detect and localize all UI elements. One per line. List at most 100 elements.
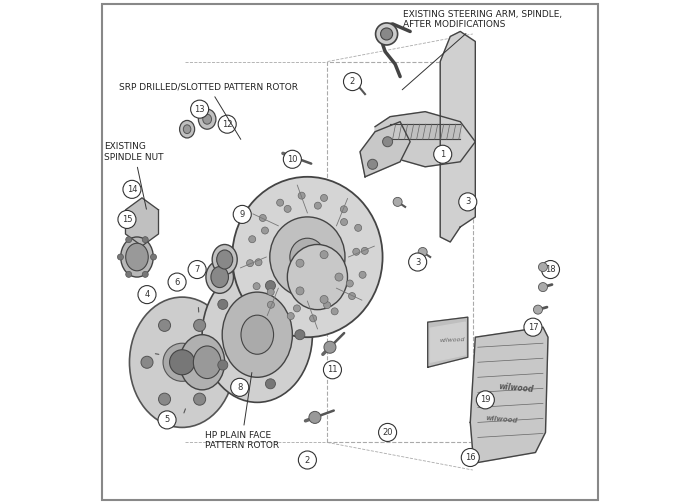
Circle shape: [381, 28, 393, 40]
Text: 5: 5: [164, 415, 169, 424]
Text: wilwood: wilwood: [498, 383, 534, 394]
Ellipse shape: [241, 315, 274, 354]
Text: 19: 19: [480, 395, 491, 404]
Text: 6: 6: [174, 278, 180, 287]
Circle shape: [158, 411, 176, 429]
Circle shape: [276, 199, 284, 206]
Circle shape: [379, 423, 397, 442]
Text: 2: 2: [350, 77, 355, 86]
Circle shape: [324, 341, 336, 353]
Text: wilwood: wilwood: [440, 337, 466, 343]
Ellipse shape: [212, 244, 237, 275]
Circle shape: [259, 215, 266, 221]
Circle shape: [262, 227, 269, 234]
Circle shape: [158, 320, 171, 332]
Text: 13: 13: [195, 105, 205, 113]
Text: 9: 9: [239, 210, 245, 219]
Circle shape: [309, 411, 321, 423]
Text: 17: 17: [528, 323, 538, 332]
Circle shape: [314, 202, 321, 209]
Text: 10: 10: [287, 155, 298, 164]
Circle shape: [335, 273, 343, 281]
Circle shape: [340, 219, 348, 225]
Ellipse shape: [211, 267, 228, 288]
Text: 12: 12: [222, 119, 232, 129]
Circle shape: [267, 301, 274, 308]
Circle shape: [533, 305, 542, 314]
Ellipse shape: [126, 243, 148, 271]
Circle shape: [150, 254, 157, 260]
Circle shape: [142, 237, 148, 242]
Text: 4: 4: [144, 290, 150, 299]
Ellipse shape: [193, 346, 221, 379]
Circle shape: [284, 150, 302, 168]
Polygon shape: [430, 322, 466, 362]
Ellipse shape: [290, 238, 325, 276]
Text: 11: 11: [327, 365, 337, 374]
Circle shape: [194, 320, 206, 332]
Circle shape: [118, 254, 123, 260]
Polygon shape: [375, 112, 475, 167]
Ellipse shape: [180, 120, 195, 138]
Polygon shape: [428, 317, 468, 367]
Text: 15: 15: [122, 215, 132, 224]
Circle shape: [409, 253, 427, 271]
Circle shape: [190, 100, 209, 118]
Circle shape: [346, 280, 354, 287]
Text: 20: 20: [382, 428, 393, 437]
Circle shape: [169, 350, 195, 375]
Circle shape: [218, 115, 236, 133]
Circle shape: [296, 259, 304, 267]
Circle shape: [123, 180, 141, 199]
Ellipse shape: [206, 261, 234, 293]
Circle shape: [267, 288, 274, 295]
Text: 16: 16: [465, 453, 475, 462]
Circle shape: [298, 451, 316, 469]
Circle shape: [361, 247, 368, 255]
Circle shape: [376, 23, 398, 45]
Ellipse shape: [287, 244, 347, 309]
Circle shape: [265, 281, 276, 291]
Circle shape: [194, 393, 206, 405]
Circle shape: [287, 312, 294, 320]
Circle shape: [542, 261, 559, 279]
Circle shape: [323, 361, 342, 379]
Circle shape: [320, 295, 328, 303]
Circle shape: [538, 283, 547, 292]
Circle shape: [158, 393, 171, 405]
Circle shape: [142, 271, 148, 277]
Polygon shape: [470, 327, 548, 463]
Circle shape: [321, 195, 328, 202]
Circle shape: [126, 271, 132, 277]
Circle shape: [296, 287, 304, 295]
Circle shape: [141, 356, 153, 368]
Polygon shape: [440, 31, 475, 242]
Circle shape: [293, 305, 300, 312]
Circle shape: [383, 137, 393, 147]
Circle shape: [349, 292, 356, 299]
Circle shape: [344, 73, 361, 91]
Circle shape: [218, 299, 228, 309]
Polygon shape: [360, 121, 410, 177]
Circle shape: [340, 206, 347, 213]
Ellipse shape: [217, 250, 232, 269]
Text: 18: 18: [545, 265, 556, 274]
Circle shape: [253, 283, 260, 290]
Text: 7: 7: [195, 265, 200, 274]
Ellipse shape: [232, 177, 383, 337]
Ellipse shape: [222, 292, 293, 377]
Circle shape: [255, 259, 262, 266]
Text: EXISTING STEERING ARM, SPINDLE,
AFTER MODIFICATIONS: EXISTING STEERING ARM, SPINDLE, AFTER MO…: [402, 10, 562, 90]
Text: EXISTING
SPINDLE NUT: EXISTING SPINDLE NUT: [104, 143, 164, 209]
Circle shape: [126, 237, 132, 242]
Circle shape: [265, 379, 276, 389]
Text: 14: 14: [127, 185, 137, 194]
Ellipse shape: [202, 267, 312, 402]
Circle shape: [218, 360, 228, 370]
Circle shape: [118, 210, 136, 228]
Circle shape: [368, 159, 377, 169]
Circle shape: [476, 391, 494, 409]
Ellipse shape: [130, 297, 234, 427]
Text: 8: 8: [237, 383, 242, 392]
Circle shape: [458, 193, 477, 211]
